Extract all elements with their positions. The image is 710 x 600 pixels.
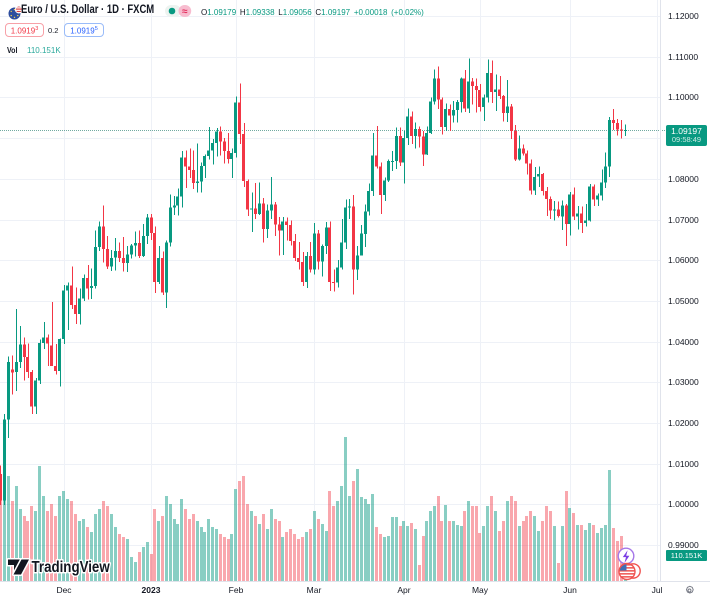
svg-text:≈: ≈ (182, 6, 188, 17)
svg-text:TradingView: TradingView (32, 559, 111, 576)
